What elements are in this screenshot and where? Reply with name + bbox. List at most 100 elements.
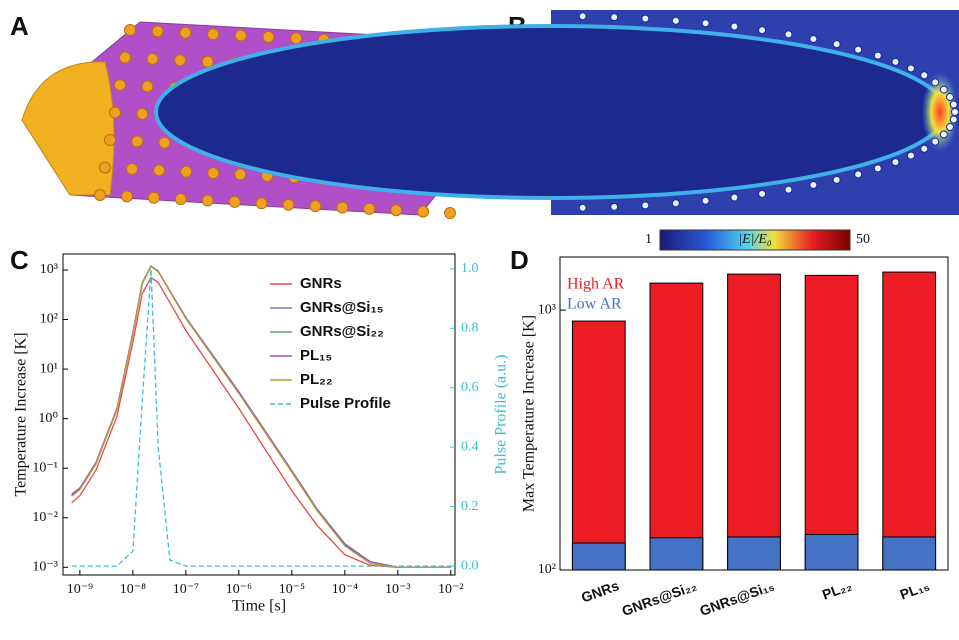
shell-particle <box>891 57 900 66</box>
y2-tick-label: 1.0 <box>461 261 479 276</box>
particle <box>94 189 106 201</box>
shell-particle <box>939 85 948 94</box>
shell-particle <box>809 35 818 44</box>
y2-tick-label: 0.6 <box>461 380 479 395</box>
panel-label: A <box>10 11 29 41</box>
shell-particle <box>730 193 739 202</box>
shell-particle <box>784 30 793 39</box>
shell-particle <box>906 64 915 73</box>
particle <box>228 195 241 208</box>
shell-particle <box>641 14 650 23</box>
y2-tick-label: 0.2 <box>461 499 479 514</box>
field-map <box>154 10 959 215</box>
panel-label: D <box>510 245 529 275</box>
series-line <box>71 276 451 568</box>
colorbar: 1 |E|/E₀ 50 <box>645 229 870 251</box>
particle <box>136 107 149 120</box>
shell-particle <box>730 22 739 31</box>
x-tick-label: GNRs@Si₂₂ <box>620 577 699 619</box>
shell-particle <box>784 185 793 194</box>
y-tick-label: 10³ <box>40 262 58 277</box>
particle <box>255 197 268 210</box>
bar <box>727 273 781 571</box>
x-tick-label: 10⁻⁷ <box>173 582 199 597</box>
particle <box>180 165 193 178</box>
shell-particle <box>701 19 710 28</box>
x-tick-label: 10⁻⁹ <box>67 582 93 597</box>
particle <box>201 55 214 68</box>
particle <box>207 167 220 180</box>
legend-label: PL₂₂ <box>300 371 333 388</box>
x-tick-label: 10⁻⁶ <box>226 582 252 597</box>
x-tick-label: PL₂₂ <box>820 577 854 602</box>
shell-particle <box>873 164 882 173</box>
y-tick-label: 10⁻¹ <box>32 460 58 475</box>
particle <box>309 200 322 213</box>
particle <box>207 28 220 41</box>
particle <box>336 201 349 214</box>
bar <box>571 320 626 571</box>
legend-label: PL₁₅ <box>300 347 332 364</box>
y-tick-label: 10¹ <box>40 361 58 376</box>
y2-tick-label: 0.4 <box>461 439 479 454</box>
shell-particle <box>949 115 958 124</box>
cylinder-end <box>21 61 115 196</box>
shell-particle <box>920 71 929 80</box>
particle <box>262 30 275 43</box>
plot-frame <box>62 253 456 576</box>
shell-particle <box>931 78 940 87</box>
particle <box>119 51 131 64</box>
shell-particle <box>832 175 841 184</box>
legend-label: Low AR <box>567 296 622 313</box>
shell-particle <box>920 144 929 153</box>
bar <box>571 542 626 571</box>
bar <box>649 282 704 571</box>
shell-particle <box>891 158 900 167</box>
series-line <box>71 265 451 568</box>
bar <box>882 536 937 571</box>
y-tick-label: 10⁰ <box>38 411 58 426</box>
shell-particle <box>758 189 767 198</box>
particle <box>158 136 171 149</box>
colorbar-label: |E|/E₀ <box>738 232 772 247</box>
hotspot <box>922 72 958 152</box>
particle <box>109 106 121 119</box>
shell-particle <box>671 16 680 25</box>
bar <box>804 274 859 571</box>
shell-particle <box>610 202 619 211</box>
particle <box>151 25 164 38</box>
particle <box>114 79 126 91</box>
particle <box>363 202 376 215</box>
y2-tick-label: 0.0 <box>461 558 479 573</box>
particle <box>390 204 403 217</box>
shell-particle <box>758 26 767 35</box>
x-tick-label: 10⁻³ <box>385 582 411 597</box>
series-line <box>71 265 451 568</box>
particle <box>417 205 430 218</box>
particle <box>146 52 159 65</box>
shell-particle <box>949 100 958 109</box>
x-tick-label: 10⁻⁵ <box>279 582 305 597</box>
shell-particle <box>939 130 948 139</box>
x-tick-label: GNRs@Si₁₅ <box>698 577 777 619</box>
y-tick-label: 10² <box>538 562 556 577</box>
particle <box>282 198 295 211</box>
particle <box>234 29 247 42</box>
x-tick-label: PL₁₅ <box>898 577 932 602</box>
shell-particle <box>671 199 680 208</box>
y-tick-label: 10⁻² <box>32 510 58 525</box>
legend-label: GNRs <box>300 275 342 292</box>
panel-label: C <box>10 245 29 275</box>
legend-label: GNRs@Si₁₅ <box>300 299 384 316</box>
particle <box>153 164 166 177</box>
particle <box>179 26 192 39</box>
colorbar-gradient <box>659 229 851 251</box>
shell-particle <box>946 123 955 132</box>
particle <box>174 193 187 206</box>
legend-label: High AR <box>567 276 625 293</box>
bar <box>649 537 704 571</box>
y-tick-label: 10³ <box>538 302 556 317</box>
particle <box>126 162 139 175</box>
shell-particle <box>641 201 650 210</box>
